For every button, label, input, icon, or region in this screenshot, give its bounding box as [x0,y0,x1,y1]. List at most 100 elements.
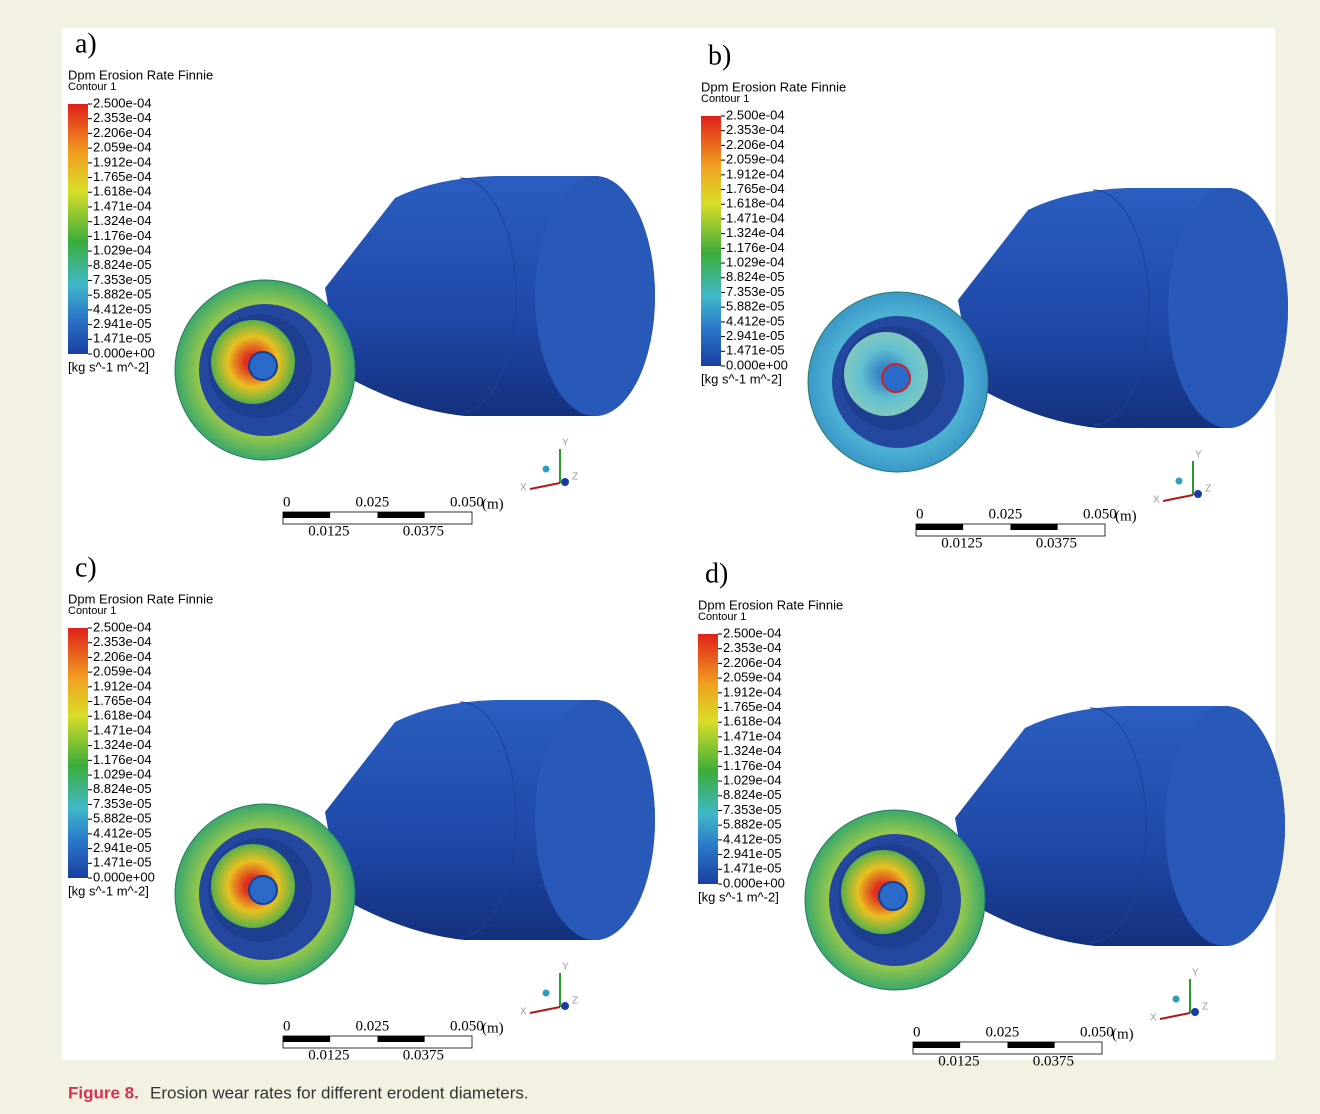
scale-segment [1058,524,1105,530]
legend-tick-label: 4.412e-05 [93,301,152,316]
legend-tick-label: 5.882e-05 [726,299,785,314]
scale-label: 0.0375 [1036,535,1077,551]
legend-tick-label: 2.059e-04 [93,140,152,155]
legend-tick-label: 1.324e-04 [723,743,782,758]
legend-tick-label: 1.471e-04 [723,728,782,743]
legend-tick-label: 7.353e-05 [726,284,785,299]
legend-tick-label: 1.176e-04 [93,228,152,243]
legend-tick-label: 2.059e-04 [726,152,785,167]
scale-unit: (m) [482,1020,504,1036]
scale-segment [283,512,330,518]
legend-tick-label: 1.471e-05 [726,343,785,358]
scale-label: 0.050 [1080,1024,1114,1040]
colorbar [701,116,721,366]
axis-z [561,478,569,486]
panel-label: c) [75,552,97,583]
colorbar [68,628,88,878]
legend-tick-label: 8.824e-05 [93,257,152,272]
legend-tick-label: 2.500e-04 [726,107,785,122]
disc-hole [249,876,277,904]
axis-z [1194,490,1202,498]
figure: Figure 8. Erosion wear rates for differe… [0,0,1320,1109]
legend-tick-label: 8.824e-05 [726,269,785,284]
legend-tick-label: 4.412e-05 [723,831,782,846]
legend-tick-label: 2.353e-04 [93,110,152,125]
scale-segment [1011,524,1058,530]
scale-label: 0 [916,506,924,522]
colorbar [698,634,718,884]
scale-segment [1055,1042,1102,1048]
axis-ball [543,466,550,473]
axis-ball [1176,478,1183,485]
legend-tick-label: 2.353e-04 [726,122,785,137]
legend-tick-label: 1.176e-04 [723,758,782,773]
scale-unit: (m) [1112,1026,1134,1042]
legend-tick-label: 2.059e-04 [93,664,152,679]
axis-label: Z [1202,1002,1208,1013]
legend-tick-label: 2.941e-05 [93,840,152,855]
page: Figure 8. Erosion wear rates for differe… [0,0,1320,1109]
legend-tick-label: 0.000e+00 [723,875,785,890]
panel-label: b) [708,40,731,71]
disc-hole [249,352,277,380]
scale-label: 0.0125 [308,523,349,539]
legend-tick-label: 1.471e-05 [93,855,152,870]
legend-tick-label: 2.941e-05 [723,846,782,861]
legend-tick-label: 2.059e-04 [723,670,782,685]
scale-label: 0.050 [450,1018,484,1034]
legend-tick-label: 2.206e-04 [726,137,785,152]
scale-label: 0.0375 [403,1047,444,1063]
scale-label: 0.0125 [938,1053,979,1069]
scale-label: 0 [283,1018,291,1034]
legend-tick-label: 8.824e-05 [723,787,782,802]
legend-tick-label: 1.912e-04 [723,684,782,699]
legend-tick-label: 2.206e-04 [93,649,152,664]
scale-segment [330,1036,377,1042]
scale-label: 0.0375 [403,523,444,539]
axis-label: Y [562,962,569,973]
scale-label: 0.025 [356,1018,390,1034]
axis-z [1191,1008,1199,1016]
legend-unit: [kg s^-1 m^-2] [698,889,779,904]
colorbar [68,104,88,354]
legend-tick-label: 1.618e-04 [93,184,152,199]
legend-tick-label: 1.618e-04 [723,714,782,729]
axis-label: X [1153,495,1160,506]
legend-tick-label: 1.765e-04 [93,693,152,708]
legend-tick-label: 0.000e+00 [93,869,155,884]
legend-tick-label: 2.206e-04 [723,655,782,670]
legend-tick-label: 2.941e-05 [93,316,152,331]
scale-segment [1008,1042,1055,1048]
legend-subtitle: Contour 1 [698,611,746,623]
legend-subtitle: Contour 1 [701,93,749,105]
scale-unit: (m) [1115,508,1137,524]
scale-label: 0.025 [356,494,390,510]
axis-label: Y [1192,968,1199,979]
axis-label: Z [1205,484,1211,495]
cylinder-end [1165,706,1285,946]
legend-tick-label: 1.471e-04 [93,198,152,213]
legend-tick-label: 2.353e-04 [723,640,782,655]
legend-tick-label: 1.176e-04 [726,240,785,255]
legend-tick-label: 1.324e-04 [726,225,785,240]
legend-tick-label: 1.765e-04 [726,181,785,196]
legend-unit: [kg s^-1 m^-2] [701,371,782,386]
scale-segment [330,512,377,518]
legend-tick-label: 1.765e-04 [723,699,782,714]
scale-segment [425,1036,472,1042]
legend-tick-label: 1.029e-04 [93,766,152,781]
legend-tick-label: 7.353e-05 [93,796,152,811]
cylinder-end [535,700,655,940]
legend-unit: [kg s^-1 m^-2] [68,883,149,898]
scale-label: 0.025 [986,1024,1020,1040]
legend-tick-label: 4.412e-05 [93,825,152,840]
legend-tick-label: 2.500e-04 [723,625,782,640]
cylinder-end [535,176,655,416]
legend-tick-label: 2.353e-04 [93,634,152,649]
scale-segment [378,1036,425,1042]
axis-label: Z [572,472,578,483]
axis-ball [1173,996,1180,1003]
legend-tick-label: 1.471e-04 [93,722,152,737]
legend-tick-label: 7.353e-05 [723,802,782,817]
axis-label: X [520,483,527,494]
